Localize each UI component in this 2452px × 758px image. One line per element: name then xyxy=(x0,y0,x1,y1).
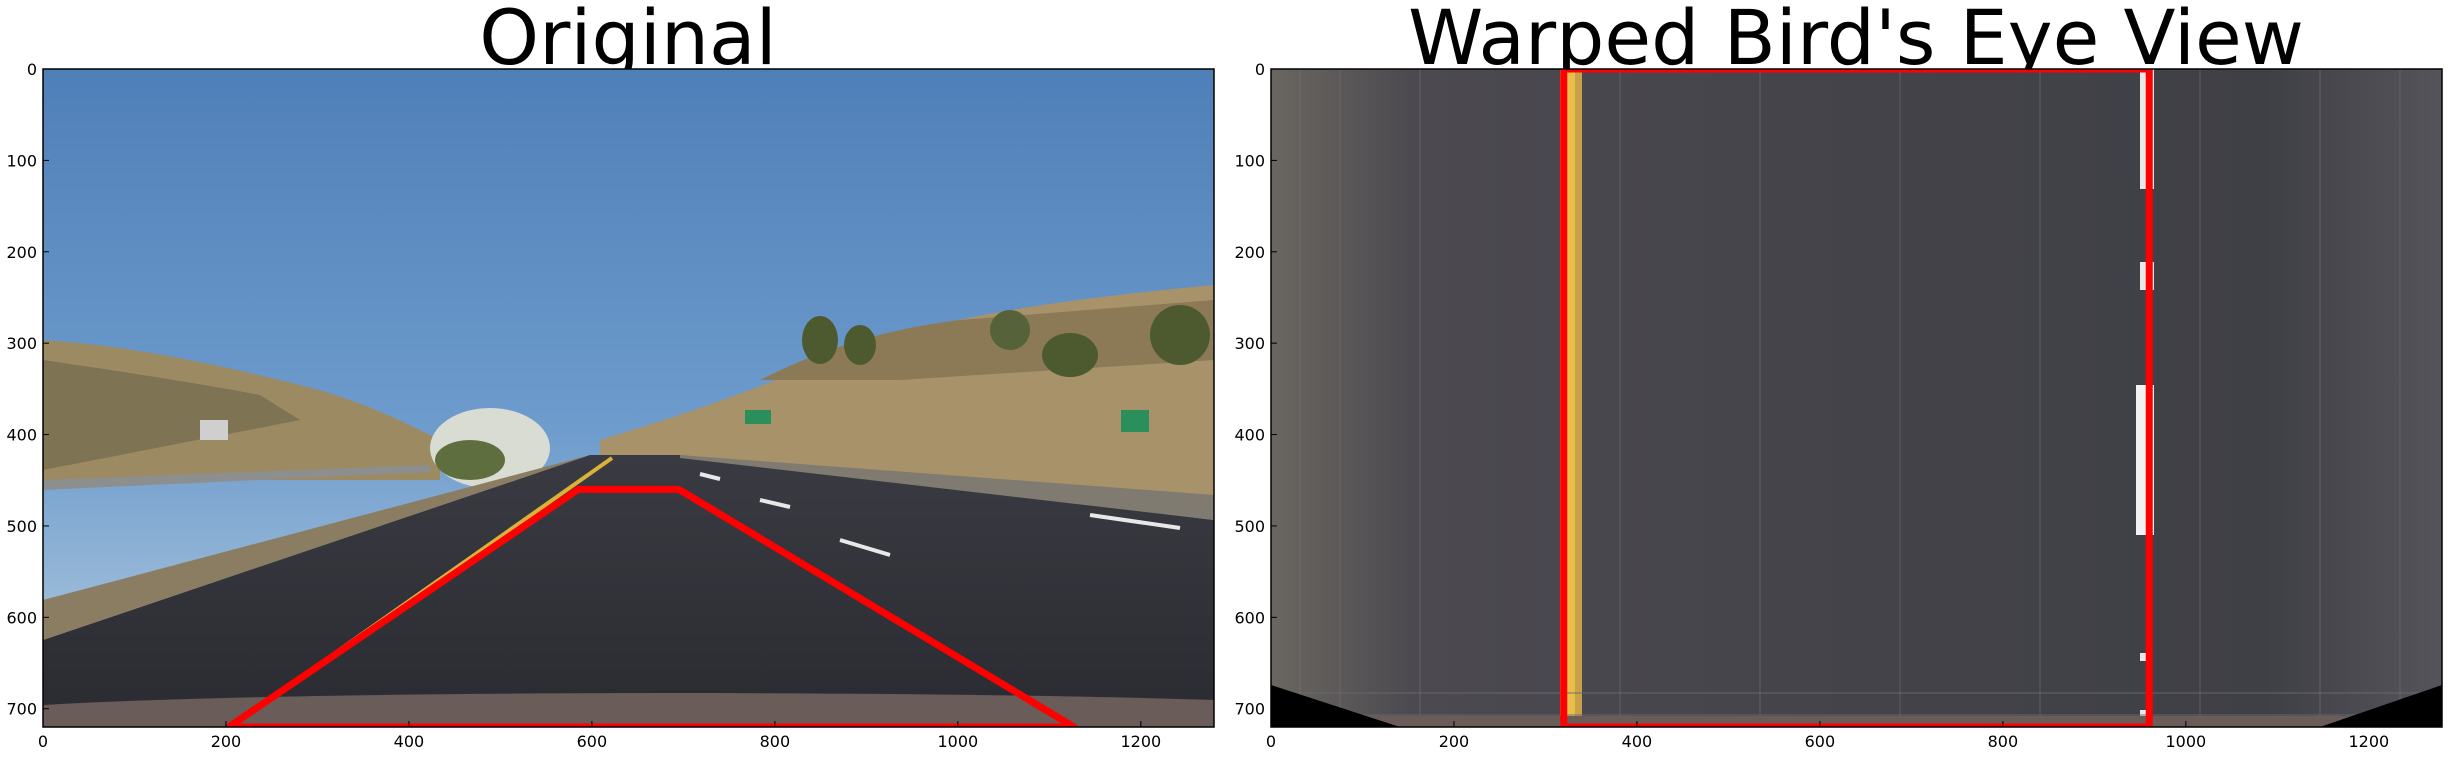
warped-y-tick-label: 0 xyxy=(1255,60,1265,79)
source-region-outline xyxy=(225,485,1078,727)
warped-axes-frame xyxy=(1270,68,2443,728)
warped-x-tick-label: 0 xyxy=(1266,732,1276,751)
original-image xyxy=(43,69,1214,727)
original-y-tick-label: 600 xyxy=(6,608,37,627)
warped-y-tick-label: 400 xyxy=(1234,426,1265,445)
warped-x-tick-label: 600 xyxy=(1805,732,1836,751)
warped-x-tick-label: 200 xyxy=(1439,732,1470,751)
original-x-tick-label: 1200 xyxy=(1120,732,1161,751)
warped-y-tick-label: 100 xyxy=(1234,151,1265,170)
warped-x-tick-label: 800 xyxy=(1988,732,2019,751)
original-axes-ticks: 0 200 400 600 800 1000 1200 0 100 200 300 400 500 600… xyxy=(6,60,1161,751)
original-x-tick-label: 600 xyxy=(577,732,608,751)
warped-y-tick-label: 500 xyxy=(1234,517,1265,536)
warped-axes-ticks: 0 200 400 600 800 1000 1200 0 100 200 300 400 500 600… xyxy=(1234,60,2389,751)
original-x-tick-label: 800 xyxy=(760,732,791,751)
warped-x-tick-label: 1200 xyxy=(2348,732,2389,751)
destination-region-outline xyxy=(1560,69,2153,727)
original-axes-frame xyxy=(42,68,1215,728)
original-y-tick-label: 500 xyxy=(6,517,37,536)
warped-y-tick-label: 600 xyxy=(1234,608,1265,627)
original-y-tick-label: 700 xyxy=(6,700,37,719)
original-y-tick-label: 400 xyxy=(6,426,37,445)
warped-y-tick-label: 300 xyxy=(1234,334,1265,353)
warped-y-tick-label: 700 xyxy=(1234,700,1265,719)
original-x-tick-label: 1000 xyxy=(937,732,978,751)
original-y-tick-label: 200 xyxy=(6,243,37,262)
original-x-tick-label: 0 xyxy=(38,732,48,751)
warped-y-tick-label: 200 xyxy=(1234,243,1265,262)
warped-image xyxy=(1271,69,2442,727)
warped-x-tick-label: 400 xyxy=(1622,732,1653,751)
original-x-tick-label: 200 xyxy=(211,732,242,751)
original-y-tick-label: 0 xyxy=(27,60,37,79)
warped-x-tick-label: 1000 xyxy=(2165,732,2206,751)
original-y-tick-label: 300 xyxy=(6,334,37,353)
original-x-tick-label: 400 xyxy=(394,732,425,751)
original-y-tick-label: 100 xyxy=(6,151,37,170)
